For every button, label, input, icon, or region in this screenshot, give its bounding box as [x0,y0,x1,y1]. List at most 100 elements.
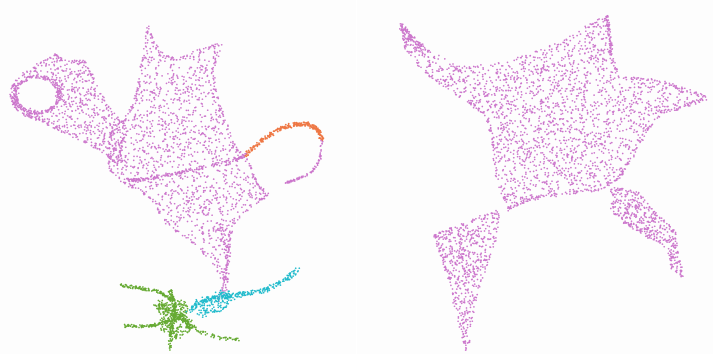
point [255,197,258,199]
point [219,206,222,209]
point [608,151,610,154]
point [204,300,206,303]
point [224,292,227,294]
point [251,289,254,292]
point [616,124,619,127]
point [217,104,220,106]
point [153,58,155,60]
point [212,118,215,121]
point [159,313,162,315]
point [169,306,172,309]
point [606,168,608,171]
point [178,193,180,195]
point [202,191,205,194]
point [63,70,65,72]
point [321,140,324,143]
point [458,78,461,81]
point [173,97,176,100]
point [507,159,509,162]
point [260,186,262,189]
point [203,251,206,253]
point [168,319,171,321]
point [195,87,198,89]
point [210,119,212,122]
point [170,145,173,148]
point [169,330,172,333]
point [225,272,227,275]
point [146,119,149,122]
point [138,147,141,150]
point [119,129,121,131]
point [192,308,195,311]
point [501,177,503,179]
point [220,157,223,160]
point [133,97,136,100]
point [46,109,49,112]
point [201,77,204,80]
point [531,90,533,93]
point [222,336,225,339]
point [191,175,194,177]
point [268,287,270,290]
point [221,223,224,226]
point [137,181,139,183]
point [249,192,251,194]
point [188,99,190,102]
point [208,200,210,202]
point [250,291,253,294]
point [184,120,187,123]
point [171,338,174,340]
point [147,27,150,30]
point [529,183,532,185]
point [233,338,235,341]
point [219,159,221,162]
point [552,102,555,104]
point [513,59,516,62]
point [260,292,263,295]
point [189,57,191,60]
point [160,329,163,331]
point [200,92,203,95]
point [201,171,204,174]
point [58,124,61,127]
point [244,294,247,297]
point [278,282,281,285]
point [64,129,67,132]
point [56,128,59,131]
point [560,142,562,144]
point [214,77,216,79]
point [153,176,156,179]
point [518,155,521,158]
point [222,194,225,196]
point [90,74,93,76]
point [111,113,114,115]
point [238,295,241,298]
point [183,152,186,155]
point [174,319,177,322]
point [110,110,113,113]
point [115,128,118,130]
point [237,149,239,152]
point [210,89,212,92]
point [569,188,571,191]
point [187,325,189,328]
point [126,130,129,132]
point [214,111,217,114]
point [166,183,168,186]
point [293,180,296,182]
point [210,301,213,304]
point [122,166,124,169]
point [179,174,182,177]
point [182,57,185,60]
point [34,109,36,112]
point [172,227,175,229]
point [259,288,262,291]
point [427,65,430,68]
point [121,132,124,135]
point [164,308,167,310]
point [140,161,143,164]
point [188,208,191,211]
point [232,158,235,161]
point [230,170,233,173]
point [208,203,210,206]
